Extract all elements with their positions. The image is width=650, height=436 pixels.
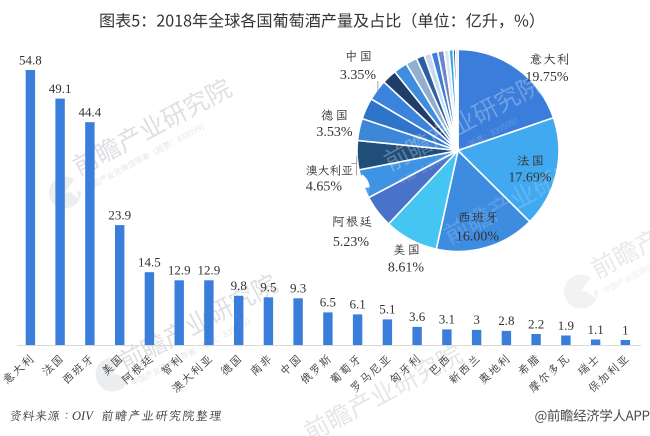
svg-text:54.8: 54.8 [19, 52, 42, 67]
svg-text:6.1: 6.1 [349, 297, 365, 312]
svg-text:9.8: 9.8 [231, 278, 247, 293]
svg-text:1: 1 [622, 322, 629, 337]
svg-text:1.1: 1.1 [587, 322, 603, 337]
svg-text:1.9: 1.9 [558, 318, 574, 333]
svg-text:49.1: 49.1 [49, 81, 72, 96]
svg-text:OIV: OIV [72, 409, 94, 423]
svg-text:3.6: 3.6 [409, 309, 426, 324]
svg-text:3.53%: 3.53% [316, 125, 353, 140]
svg-text:9.5: 9.5 [260, 280, 276, 295]
svg-text:19.75%: 19.75% [525, 70, 569, 85]
svg-text:3: 3 [473, 312, 480, 327]
svg-text:2.2: 2.2 [528, 316, 544, 331]
svg-text:5.1: 5.1 [379, 302, 395, 317]
svg-text:3.35%: 3.35% [340, 68, 377, 83]
svg-text:14.5: 14.5 [138, 255, 161, 270]
svg-text:16.00%: 16.00% [456, 230, 500, 245]
svg-text:8.61%: 8.61% [388, 261, 425, 276]
svg-text:12.9: 12.9 [198, 263, 221, 278]
svg-text:6.5: 6.5 [320, 295, 336, 310]
svg-text:3.1: 3.1 [439, 312, 455, 327]
svg-text:4.65%: 4.65% [306, 180, 343, 195]
svg-text:23.9: 23.9 [108, 207, 131, 222]
svg-text:2.8: 2.8 [498, 313, 514, 328]
svg-text:12.9: 12.9 [168, 263, 191, 278]
svg-text:9.3: 9.3 [290, 281, 306, 296]
svg-text:44.4: 44.4 [79, 105, 102, 120]
svg-text:17.69%: 17.69% [508, 171, 552, 186]
svg-text:5.23%: 5.23% [333, 235, 370, 250]
